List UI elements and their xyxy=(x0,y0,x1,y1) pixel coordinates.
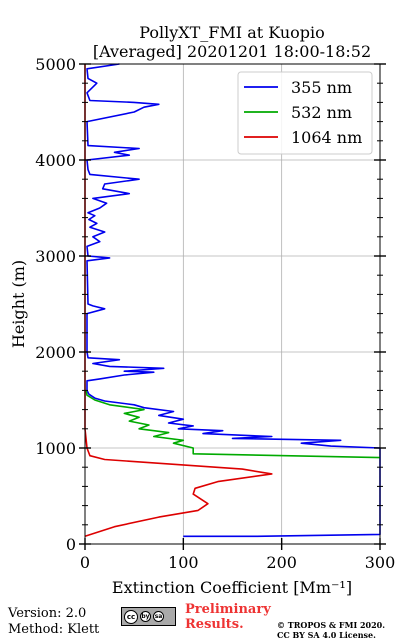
preliminary-results-note: Preliminary Results. xyxy=(185,602,271,632)
legend-label: 1064 nm xyxy=(291,128,362,147)
extinction-chart: PollyXT_FMI at Kuopio [Averaged] 2020120… xyxy=(9,23,395,597)
plot-frame xyxy=(84,63,381,545)
chart-title-line-2: [Averaged] 20201201 18:00-18:52 xyxy=(93,42,371,61)
copyright-note: © TROPOS & FMI 2020. CC BY SA 4.0 Licens… xyxy=(277,620,385,640)
y-tick-label: 4000 xyxy=(35,151,76,170)
series-line-3 xyxy=(84,64,273,538)
sa-icon: sa xyxy=(153,611,164,622)
version-text: Version: 2.0 xyxy=(8,606,87,621)
cc-license-badge: cc by sa xyxy=(121,607,176,626)
axis-ticks: 0 1000 2000 3000 4000 5000 0 100 200 300 xyxy=(35,55,395,572)
x-tick-label: 200 xyxy=(266,553,297,572)
preliminary-line-1: Preliminary xyxy=(185,602,271,617)
y-tick-label: 2000 xyxy=(35,343,76,362)
cc-icon: cc xyxy=(124,609,138,624)
y-tick-label: 0 xyxy=(66,535,76,554)
copyright-line-1: © TROPOS & FMI 2020. xyxy=(277,620,386,630)
legend-box xyxy=(237,71,373,155)
x-axis-label: Extinction Coefficient [Mm⁻¹] xyxy=(112,578,352,597)
by-icon: by xyxy=(140,611,151,622)
legend-label: 355 nm xyxy=(291,78,352,97)
y-axis-label: Height (m) xyxy=(9,260,28,348)
series-line-1 xyxy=(86,63,381,538)
y-tick-label: 5000 xyxy=(35,55,76,74)
x-tick-label: 300 xyxy=(365,553,396,572)
chart-title-line-1: PollyXT_FMI at Kuopio xyxy=(139,23,325,42)
legend: 355 nm 532 nm 1064 nm xyxy=(237,71,373,155)
preliminary-line-2: Results. xyxy=(185,617,244,632)
method-text: Method: Klett xyxy=(8,622,100,637)
series-layer xyxy=(84,63,381,538)
y-tick-label: 1000 xyxy=(35,439,76,458)
legend-label: 532 nm xyxy=(291,103,352,122)
y-tick-label: 3000 xyxy=(35,247,76,266)
x-tick-label: 0 xyxy=(80,553,90,572)
x-tick-label: 100 xyxy=(168,553,199,572)
series-line-2 xyxy=(85,390,381,459)
copyright-line-2: CC BY SA 4.0 License. xyxy=(277,630,376,640)
